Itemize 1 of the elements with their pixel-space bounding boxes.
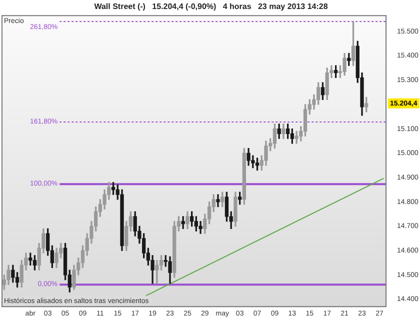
chart-title: Wall Street (-) 15.204,4 (-0,90%) 4 horas 23 may 2013 14:28	[94, 2, 328, 12]
